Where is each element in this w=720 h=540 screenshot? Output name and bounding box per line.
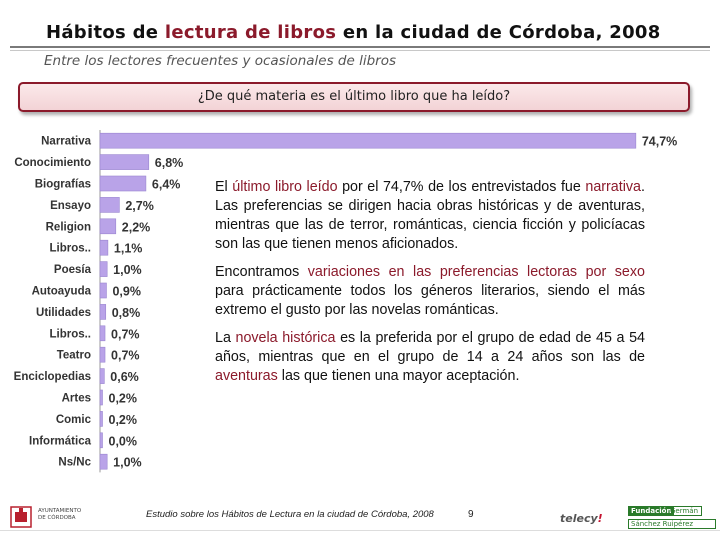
category-label: Libros..: [49, 328, 91, 340]
page-subtitle: Entre los lectores frecuentes y ocasiona…: [44, 53, 397, 69]
category-label: Teatro: [57, 350, 91, 362]
category-label: Ns/Nc: [58, 457, 91, 469]
question-banner: ¿De qué materia es el último libro que h…: [18, 82, 690, 112]
category-label: Conocimiento: [14, 157, 91, 169]
category-label: Utilidades: [36, 307, 91, 319]
commentary-paragraph-3: La novela histórica es la preferida por …: [215, 330, 645, 384]
fundacion-logo: Fundación Germán Sánchez Ruipérez: [628, 506, 716, 532]
coat-of-arms-icon: [10, 506, 32, 528]
category-label: Religion: [46, 221, 91, 233]
ayuntamiento-logo: AYUNTAMIENTO DE CÓRDOBA: [6, 500, 86, 534]
value-label: 2,7%: [125, 199, 154, 213]
value-label: 0,0%: [109, 434, 138, 448]
title-divider: [10, 46, 710, 48]
ayuntamiento-logo-text: AYUNTAMIENTO DE CÓRDOBA: [38, 508, 82, 521]
footer-divider: [0, 530, 720, 531]
bar: [99, 389, 103, 406]
category-label: Poesía: [54, 264, 92, 276]
bar: [99, 132, 637, 149]
telecyl-logo: telecy!: [560, 512, 603, 525]
bar: [99, 197, 120, 213]
footer-source: Estudio sobre los Hábitos de Lectura en …: [146, 509, 434, 520]
bar: [99, 282, 107, 299]
bar: [99, 411, 103, 427]
page-title: Hábitos de lectura de libros en la ciuda…: [46, 22, 661, 43]
value-label: 0,6%: [110, 370, 139, 384]
bar: [99, 304, 107, 320]
bar: [99, 325, 106, 342]
bar: [99, 175, 147, 192]
value-label: 6,8%: [155, 156, 184, 170]
category-label: Libros..: [49, 243, 91, 255]
commentary-paragraph-2: Encontramos variaciones en las preferenc…: [215, 264, 645, 318]
category-label: Narrativa: [41, 136, 91, 148]
commentary: El último libro leído por el 74,7% de lo…: [215, 178, 645, 395]
category-label: Enciclopedias: [14, 371, 91, 383]
value-label: 1,0%: [113, 263, 142, 277]
value-label: 0,8%: [112, 306, 141, 320]
value-label: 2,2%: [122, 220, 151, 234]
bar: [99, 432, 103, 449]
value-label: 0,2%: [109, 413, 138, 427]
category-label: Ensayo: [50, 200, 91, 212]
category-label: Biografías: [35, 179, 91, 191]
title-highlight: lectura de libros: [164, 22, 337, 43]
bar: [99, 453, 108, 470]
bar: [99, 261, 108, 277]
value-label: 0,2%: [109, 392, 138, 406]
value-label: 0,9%: [112, 285, 140, 299]
bar: [99, 368, 105, 384]
category-label: Autoayuda: [32, 286, 92, 298]
page-number: 9: [468, 509, 474, 520]
bar: [99, 218, 117, 235]
category-label: Comic: [56, 414, 92, 426]
commentary-paragraph-1: El último libro leído por el 74,7% de lo…: [215, 179, 645, 252]
bar: [99, 346, 106, 363]
value-label: 0,7%: [111, 327, 140, 341]
value-label: 1,1%: [114, 242, 142, 256]
category-label: Informática: [29, 435, 92, 447]
value-label: 6,4%: [152, 178, 181, 192]
category-label: Artes: [62, 393, 91, 405]
bar: [99, 239, 109, 256]
value-label: 1,0%: [113, 456, 142, 470]
value-label: 0,7%: [111, 349, 140, 363]
value-label: 74,7%: [642, 135, 677, 149]
title-divider-secondary: [10, 50, 710, 51]
bar: [99, 154, 150, 170]
